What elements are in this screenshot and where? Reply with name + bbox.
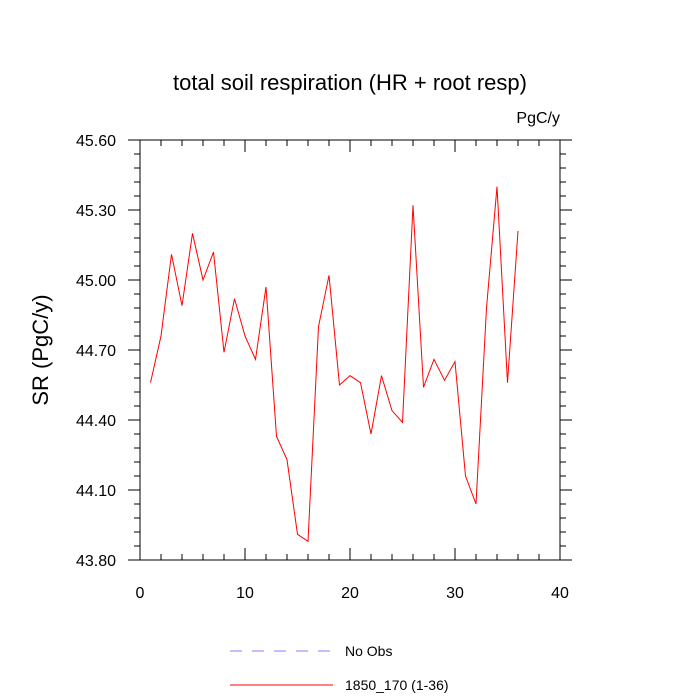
series-group [150,186,519,543]
legend-label-1850-170: 1850_170 (1-36) [345,677,449,693]
x-tick-label: 30 [446,585,464,602]
x-tick-label: 20 [341,585,359,602]
x-tick-labels: 0 10 20 30 40 [136,585,569,602]
y-tick-label: 44.10 [76,483,116,500]
x-tick-label: 10 [236,585,254,602]
series-line-1 [150,186,519,543]
y-tick-label: 43.80 [76,553,116,570]
legend-label-no-obs: No Obs [345,643,392,659]
legend: No Obs 1850_170 (1-36) [230,643,449,693]
x-tick-label: 0 [136,585,145,602]
y-tick-labels: 43.80 44.10 44.40 44.70 45.00 45.30 45.60 [76,133,116,570]
axis-ticks [128,139,572,561]
y-tick-label: 45.60 [76,133,116,150]
units-label: PgC/y [516,110,560,127]
x-tick-label: 40 [551,585,569,602]
plot-frame [139,139,561,561]
y-axis-label: SR (PgC/y) [28,294,53,405]
chart-title: total soil respiration (HR + root resp) [173,70,527,95]
y-tick-label: 44.40 [76,413,116,430]
y-tick-label: 45.00 [76,273,116,290]
y-tick-label: 44.70 [76,343,116,360]
y-tick-label: 45.30 [76,203,116,220]
